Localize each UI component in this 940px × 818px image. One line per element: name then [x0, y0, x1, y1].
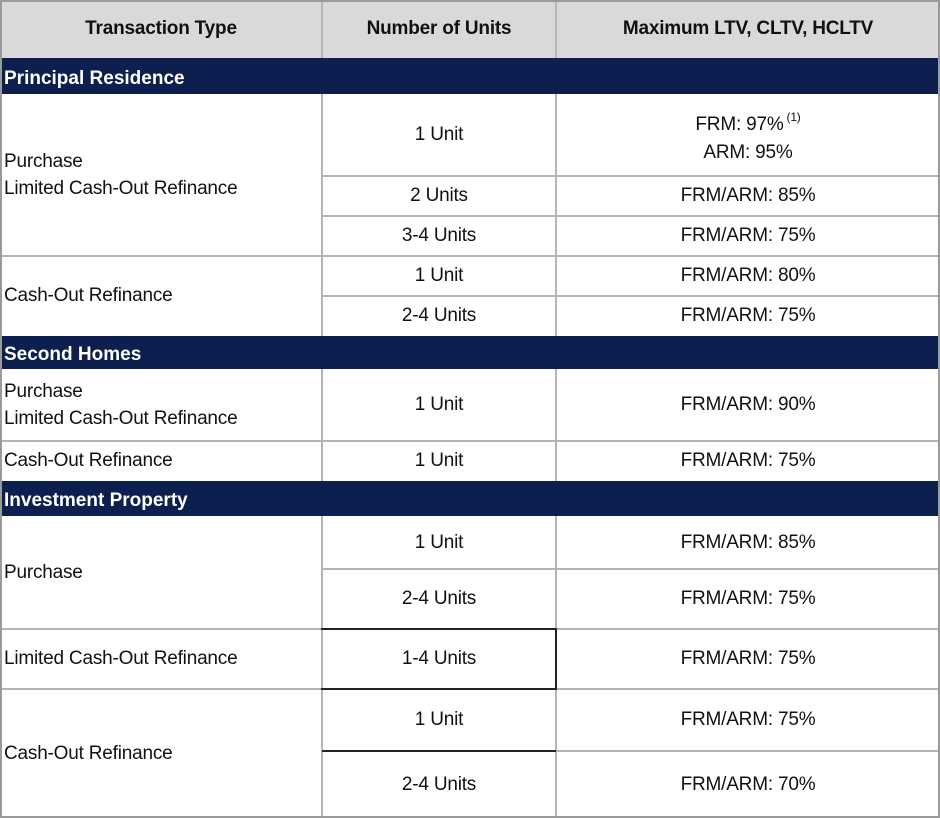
row-divider — [322, 295, 940, 297]
table-header-row — [0, 0, 940, 58]
column-divider — [321, 369, 323, 481]
units-cell: 1 Unit — [414, 709, 464, 730]
highlight-border — [321, 628, 557, 690]
ltv-cell: FRM/ARM: 85% — [680, 531, 816, 553]
row-divider — [322, 175, 940, 177]
row-divider-dark — [322, 750, 556, 752]
transaction-type-line: Limited Cash-Out Refinance — [4, 408, 238, 429]
ltv-cell: FRM/ARM: 75% — [680, 225, 816, 246]
column-divider — [321, 516, 323, 818]
header-transaction-type: Transaction Type — [85, 18, 237, 39]
section-band-investment — [0, 481, 940, 516]
units-cell: 1 Unit — [414, 265, 464, 286]
units-cell: 2 Units — [410, 185, 468, 206]
ltv-line: FRM: 97% (1) — [695, 110, 801, 135]
ltv-cell: FRM/ARM: 80% — [680, 265, 816, 286]
row-divider — [322, 568, 940, 570]
section-title-second-homes: Second Homes — [4, 344, 142, 365]
transaction-type-purchase: Purchase — [4, 561, 83, 583]
units-cell: 1 Unit — [414, 450, 464, 471]
units-cell: 1-4 Units — [401, 648, 477, 669]
section-title-investment: Investment Property — [4, 490, 188, 511]
ltv-cell: FRM/ARM: 75% — [680, 709, 816, 730]
header-number-of-units: Number of Units — [366, 18, 512, 39]
transaction-type-cashout: Cash-Out Refinance — [4, 450, 173, 471]
ltv-cell: FRM/ARM: 70% — [680, 773, 816, 795]
section-title-principal: Principal Residence — [4, 68, 185, 89]
footnote-marker: (1) — [786, 110, 801, 124]
units-cell: 2-4 Units — [401, 305, 477, 326]
units-cell: 3-4 Units — [401, 225, 477, 246]
row-divider — [322, 215, 940, 217]
ltv-cell: FRM: 97% (1) ARM: 95% — [556, 94, 940, 176]
transaction-type-line: Limited Cash-Out Refinance — [4, 178, 238, 199]
section-band-second-homes — [0, 336, 940, 369]
transaction-type-cashout: Cash-Out Refinance — [4, 285, 173, 306]
column-divider — [321, 0, 323, 58]
ltv-cell: FRM/ARM: 75% — [680, 305, 816, 326]
transaction-type-line: Purchase — [4, 381, 83, 402]
column-divider — [555, 0, 557, 58]
ltv-cell: FRM/ARM: 85% — [680, 185, 816, 206]
units-cell: 1 Unit — [414, 394, 464, 415]
transaction-type-cashout: Cash-Out Refinance — [4, 742, 173, 764]
row-divider — [322, 750, 940, 752]
units-cell: 2-4 Units — [401, 588, 477, 609]
units-cell: 1 Unit — [414, 124, 464, 145]
ltv-cell: FRM/ARM: 90% — [680, 394, 816, 415]
row-divider — [0, 440, 940, 442]
transaction-type-purchase-limited: Purchase Limited Cash-Out Refinance — [0, 369, 322, 441]
units-cell: 2-4 Units — [401, 773, 477, 795]
ltv-line: ARM: 95% — [703, 142, 793, 163]
column-divider — [555, 369, 557, 481]
transaction-type-purchase-limited: Purchase Limited Cash-Out Refinance — [0, 94, 322, 256]
section-band-principal — [0, 58, 940, 94]
ltv-cell: FRM/ARM: 75% — [680, 648, 816, 669]
ltv-cell: FRM/ARM: 75% — [680, 588, 816, 609]
header-max-ltv: Maximum LTV, CLTV, HCLTV — [622, 18, 874, 39]
transaction-type-limited: Limited Cash-Out Refinance — [4, 648, 238, 669]
units-cell: 1 Unit — [414, 531, 464, 553]
transaction-type-line: Purchase — [4, 151, 83, 172]
ltv-cell: FRM/ARM: 75% — [680, 450, 816, 471]
row-divider — [0, 255, 940, 257]
